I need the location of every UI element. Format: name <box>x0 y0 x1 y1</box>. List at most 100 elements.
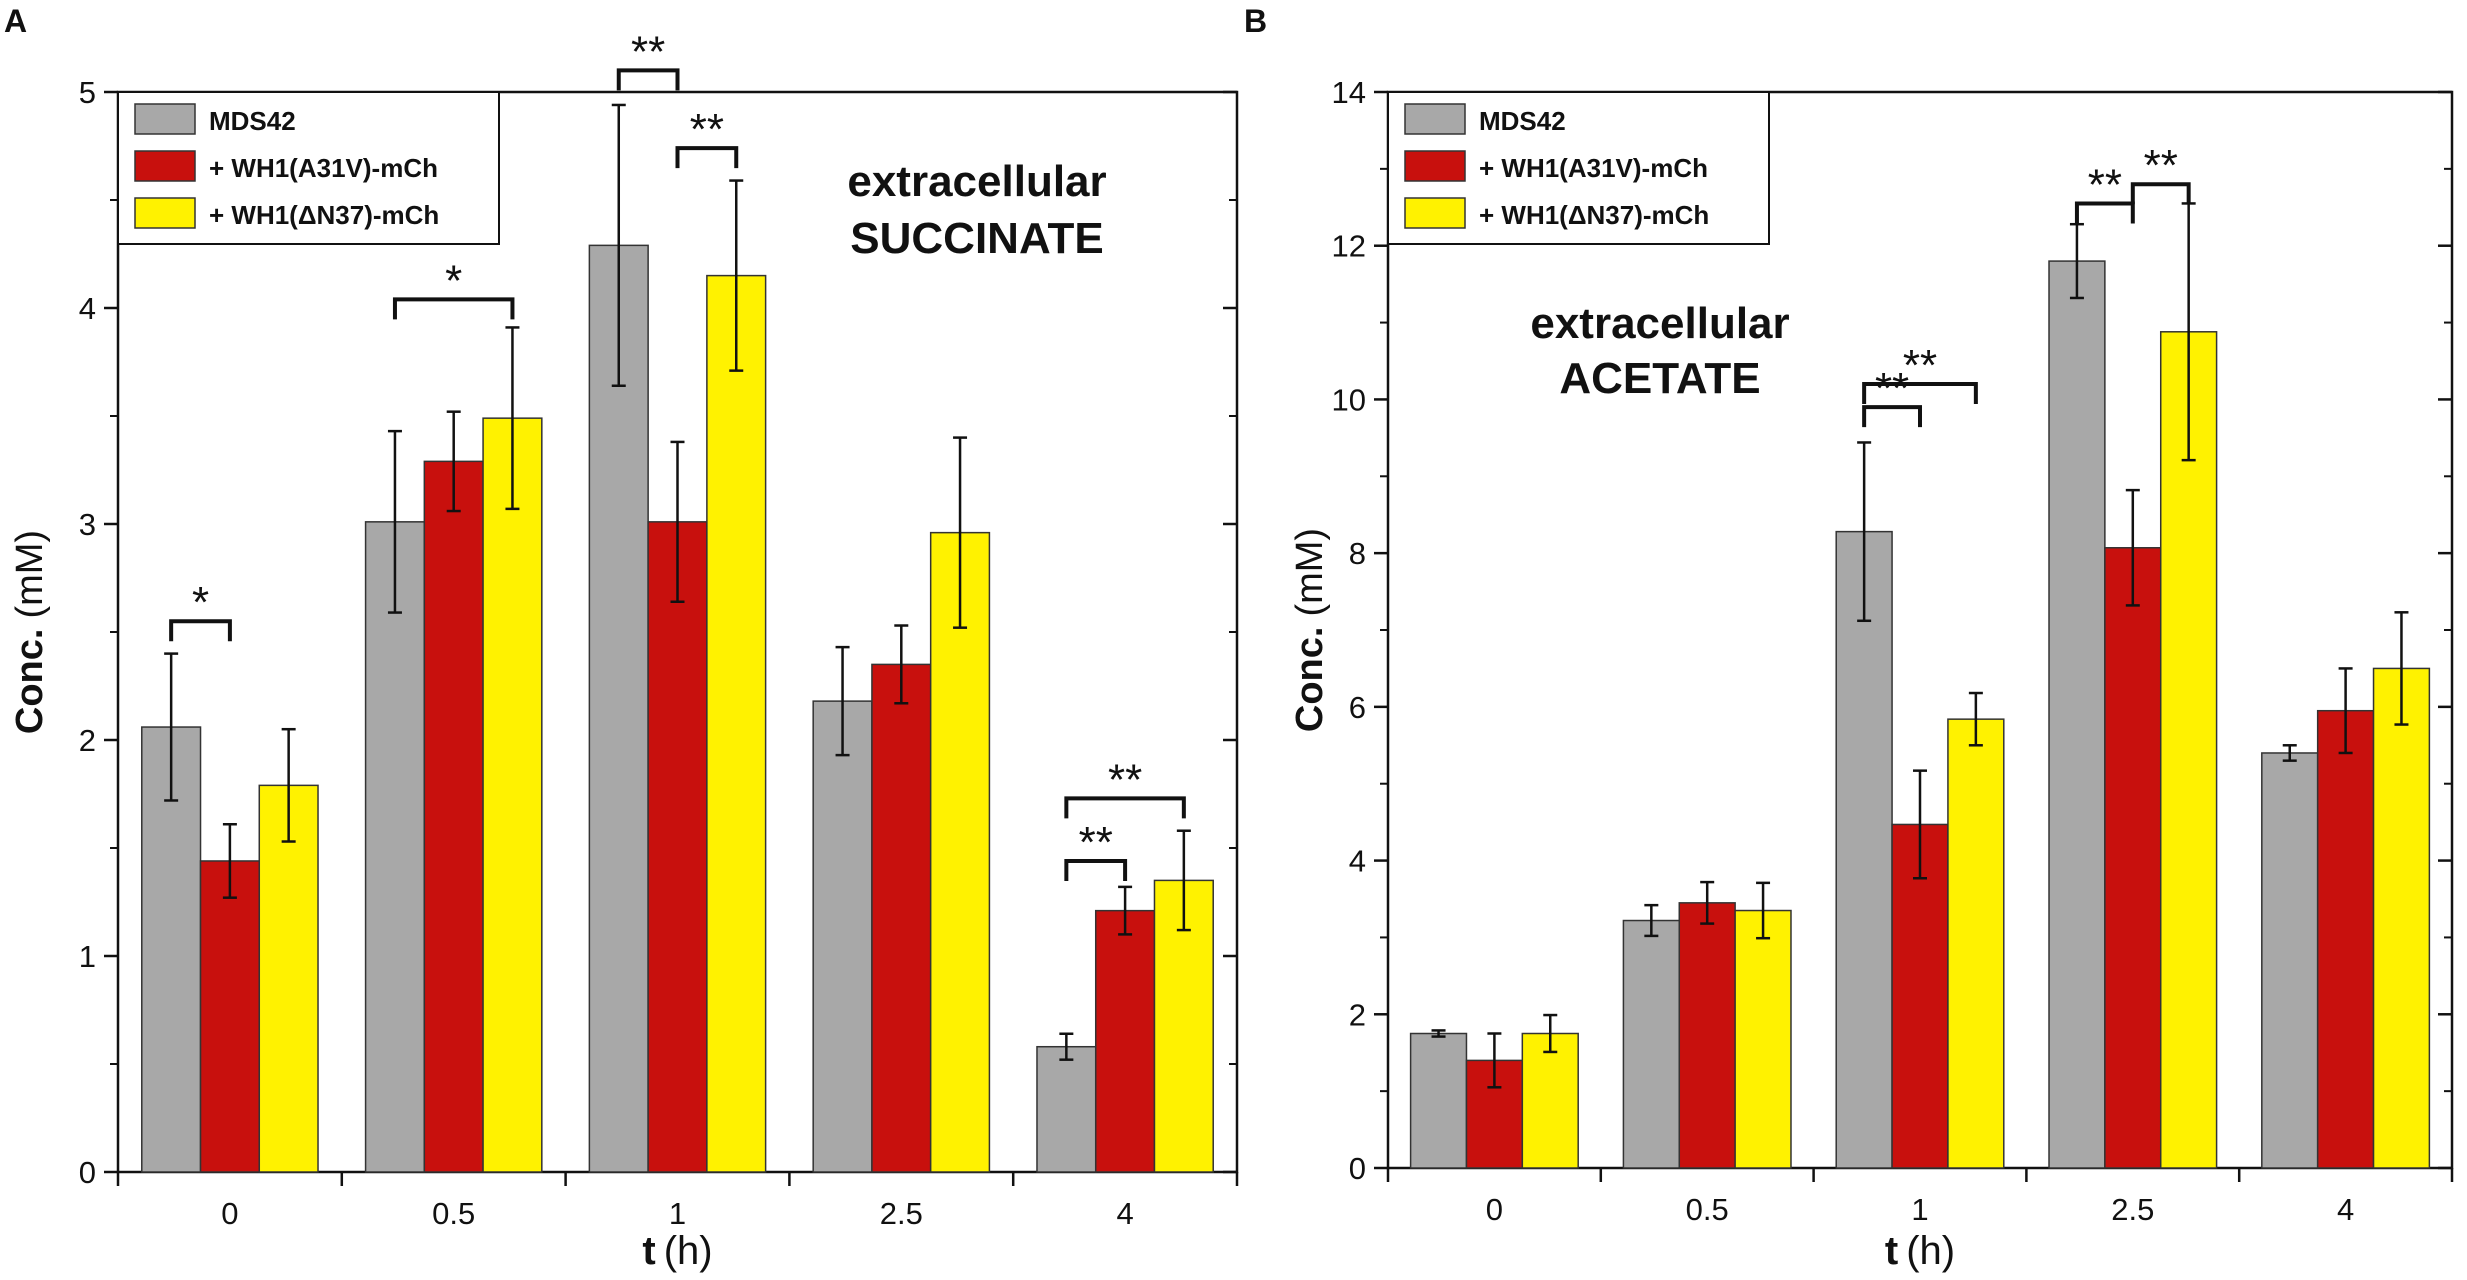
bar <box>1947 718 2005 1169</box>
y-tick-label: 2 <box>1349 997 1366 1032</box>
y-tick-label: 1 <box>79 939 96 974</box>
significance-bracket <box>2130 182 2191 205</box>
significance-bracket <box>616 68 680 91</box>
y-axis-label: Conc. (mM) <box>1289 528 1331 732</box>
legend-swatch <box>134 197 196 229</box>
bar <box>2316 709 2375 1169</box>
significance-label: * <box>192 578 209 627</box>
bar <box>1835 530 1893 1169</box>
y-tick-label: 6 <box>1349 690 1366 725</box>
significance-label: * <box>445 256 462 305</box>
legend-swatch <box>1404 103 1466 135</box>
bar <box>647 521 708 1173</box>
y-tick-label: 14 <box>1332 75 1366 110</box>
x-axis-label-unit: (h) <box>664 1229 713 1273</box>
y-tick-label: 4 <box>79 291 96 326</box>
significance-label: ** <box>1079 818 1113 867</box>
significance-bracket <box>1862 382 1978 405</box>
x-tick-label: 0.5 <box>432 1196 475 1231</box>
significance-bracket <box>1064 858 1128 881</box>
bar <box>423 460 484 1173</box>
legend-swatch <box>134 103 196 135</box>
y-axis-label-var: Conc. <box>9 629 51 735</box>
x-tick-label: 0 <box>221 1196 238 1231</box>
y-tick-label: 0 <box>1349 1151 1366 1186</box>
significance-bracket <box>392 297 515 320</box>
bar <box>2048 260 2106 1169</box>
x-tick-label: 4 <box>1116 1196 1133 1231</box>
bar <box>1094 909 1156 1173</box>
significance-bracket <box>1862 405 1922 428</box>
bar <box>871 663 932 1173</box>
y-tick-label: 10 <box>1332 382 1366 417</box>
x-tick-label: 2.5 <box>880 1196 923 1231</box>
bar <box>2104 547 2162 1169</box>
y-tick-label: 12 <box>1332 229 1366 264</box>
y-axis-label-unit: (mM) <box>9 530 51 619</box>
y-tick-label: 5 <box>79 75 96 110</box>
y-tick-label: 8 <box>1349 536 1366 571</box>
panel-label: B <box>1244 3 1267 39</box>
bar <box>1409 1032 1468 1169</box>
legend-swatch <box>1404 197 1466 229</box>
bar <box>706 274 767 1173</box>
bar <box>929 531 991 1173</box>
x-tick-label: 1 <box>669 1196 686 1231</box>
significance-bracket <box>2074 201 2135 224</box>
legend-label: MDS42 <box>1479 106 1566 136</box>
panel-label: A <box>4 3 27 39</box>
bar <box>258 784 319 1173</box>
significance-bracket <box>675 146 739 169</box>
significance-label: ** <box>1875 364 1909 413</box>
y-axis-label: Conc. (mM) <box>9 530 51 734</box>
legend-label: MDS42 <box>209 106 296 136</box>
significance-label: ** <box>1903 341 1937 390</box>
x-tick-label: 4 <box>2337 1192 2354 1227</box>
bar <box>812 700 873 1173</box>
legend-label: + WH1(ΔN37)-mCh <box>1479 200 1709 230</box>
bar <box>1521 1032 1579 1169</box>
bar <box>482 417 543 1173</box>
chart-title-line2: SUCCINATE <box>850 214 1103 263</box>
y-tick-label: 4 <box>1349 844 1366 879</box>
bar <box>1153 879 1214 1173</box>
chart-title-line1: extracellular <box>1530 299 1789 348</box>
bar <box>1036 1045 1097 1173</box>
significance-label: ** <box>2088 160 2122 209</box>
bar <box>199 860 261 1173</box>
legend-label: + WH1(ΔN37)-mCh <box>209 200 439 230</box>
x-axis-label-unit: (h) <box>1906 1229 1955 1273</box>
x-tick-label: 1 <box>1911 1192 1928 1227</box>
bar <box>364 521 426 1173</box>
significance-label: ** <box>690 105 724 154</box>
y-axis-label-var: Conc. <box>1289 627 1331 733</box>
y-tick-label: 0 <box>79 1155 96 1190</box>
significance-label: ** <box>1108 755 1142 804</box>
x-tick-label: 2.5 <box>2111 1192 2154 1227</box>
chart-title-line2: ACETATE <box>1559 354 1760 403</box>
x-axis-label: t (h) <box>1885 1229 1955 1273</box>
y-tick-label: 2 <box>79 723 96 758</box>
x-axis-label-var: t <box>642 1229 655 1273</box>
bar <box>2372 667 2431 1169</box>
bar <box>1678 902 1736 1169</box>
legend-label: + WH1(A31V)-mCh <box>1479 153 1708 183</box>
bar <box>588 244 649 1173</box>
bar <box>2261 752 2319 1169</box>
legend-swatch <box>1404 150 1466 182</box>
x-axis-label: t (h) <box>642 1229 712 1273</box>
x-tick-label: 0 <box>1486 1192 1503 1227</box>
legend-swatch <box>134 150 196 182</box>
significance-bracket <box>169 619 232 642</box>
bar <box>1734 909 1792 1169</box>
legend-label: + WH1(A31V)-mCh <box>209 153 438 183</box>
significance-label: ** <box>631 27 665 76</box>
significance-label: ** <box>2144 141 2178 190</box>
bar <box>1622 919 1681 1169</box>
chart-title-line1: extracellular <box>847 157 1106 206</box>
significance-bracket <box>1064 796 1186 819</box>
y-tick-label: 3 <box>79 507 96 542</box>
y-axis-label-unit: (mM) <box>1289 528 1331 617</box>
